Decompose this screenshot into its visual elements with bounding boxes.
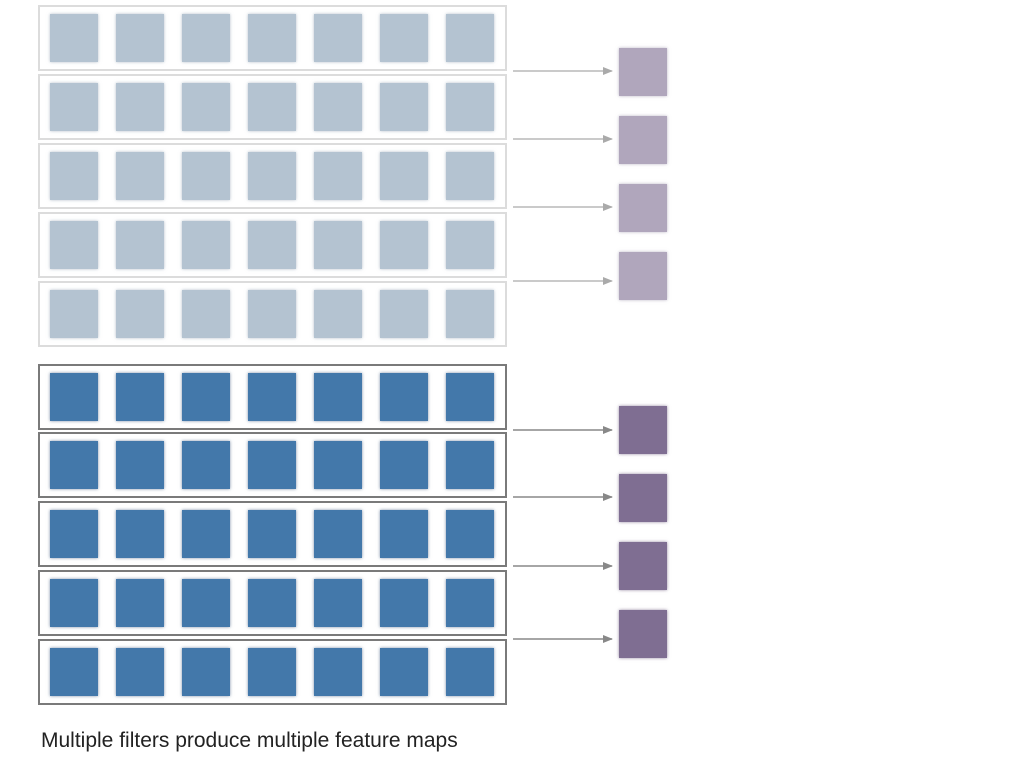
active-input-cell — [182, 373, 230, 421]
faded-feature-map — [619, 116, 667, 164]
active-input-cell — [248, 441, 296, 489]
faded-input-cell — [314, 221, 362, 269]
active-input-cell — [248, 510, 296, 558]
faded-input-cell — [248, 290, 296, 338]
active-feature-map — [619, 610, 667, 658]
faded-input-cell — [248, 14, 296, 62]
active-input-cell — [380, 441, 428, 489]
active-input-cell — [248, 579, 296, 627]
active-input-cell — [446, 373, 494, 421]
faded-input-cell — [380, 221, 428, 269]
active-input-cell — [182, 648, 230, 696]
faded-input-cell — [182, 221, 230, 269]
active-input-cell — [314, 579, 362, 627]
active-input-cell — [380, 373, 428, 421]
faded-input-cell — [182, 14, 230, 62]
faded-input-cell — [248, 152, 296, 200]
faded-input-row — [38, 74, 507, 140]
active-input-cell — [182, 441, 230, 489]
active-input-cell — [50, 648, 98, 696]
faded-input-cell — [116, 14, 164, 62]
active-input-cell — [314, 648, 362, 696]
faded-input-cell — [50, 14, 98, 62]
faded-input-cell — [446, 83, 494, 131]
faded-input-cell — [182, 83, 230, 131]
active-input-cell — [248, 648, 296, 696]
faded-input-cell — [380, 152, 428, 200]
faded-input-cell — [116, 152, 164, 200]
faded-input-cell — [116, 221, 164, 269]
active-input-row — [38, 501, 507, 567]
faded-input-cell — [50, 152, 98, 200]
faded-input-cell — [50, 221, 98, 269]
active-input-cell — [50, 579, 98, 627]
active-input-cell — [50, 373, 98, 421]
active-input-cell — [116, 441, 164, 489]
faded-input-cell — [182, 152, 230, 200]
active-input-cell — [116, 373, 164, 421]
faded-input-cell — [116, 83, 164, 131]
active-input-row — [38, 432, 507, 498]
active-feature-map — [619, 406, 667, 454]
active-input-cell — [380, 579, 428, 627]
faded-input-cell — [50, 83, 98, 131]
active-input-cell — [248, 373, 296, 421]
faded-input-cell — [380, 14, 428, 62]
active-input-row — [38, 570, 507, 636]
faded-feature-map — [619, 48, 667, 96]
faded-input-cell — [314, 83, 362, 131]
faded-input-cell — [314, 152, 362, 200]
faded-input-cell — [380, 83, 428, 131]
faded-input-cell — [314, 290, 362, 338]
active-feature-map — [619, 474, 667, 522]
faded-input-cell — [182, 290, 230, 338]
active-input-cell — [314, 510, 362, 558]
active-input-cell — [446, 579, 494, 627]
active-input-cell — [446, 648, 494, 696]
active-input-cell — [446, 441, 494, 489]
active-input-row — [38, 639, 507, 705]
active-input-cell — [446, 510, 494, 558]
caption: Multiple filters produce multiple featur… — [41, 729, 458, 752]
active-input-cell — [380, 648, 428, 696]
active-input-cell — [182, 579, 230, 627]
faded-input-row — [38, 5, 507, 71]
active-input-cell — [116, 510, 164, 558]
faded-input-cell — [50, 290, 98, 338]
active-input-cell — [116, 648, 164, 696]
faded-input-cell — [248, 221, 296, 269]
faded-input-row — [38, 212, 507, 278]
faded-feature-map — [619, 184, 667, 232]
faded-input-cell — [446, 14, 494, 62]
faded-input-cell — [446, 290, 494, 338]
faded-input-cell — [116, 290, 164, 338]
active-input-cell — [314, 441, 362, 489]
active-input-cell — [380, 510, 428, 558]
active-input-cell — [182, 510, 230, 558]
faded-input-cell — [314, 14, 362, 62]
active-input-cell — [116, 579, 164, 627]
faded-input-row — [38, 281, 507, 347]
faded-input-cell — [446, 221, 494, 269]
faded-feature-map — [619, 252, 667, 300]
faded-input-cell — [446, 152, 494, 200]
active-feature-map — [619, 542, 667, 590]
active-input-row — [38, 364, 507, 430]
faded-input-cell — [248, 83, 296, 131]
faded-input-row — [38, 143, 507, 209]
active-input-cell — [50, 510, 98, 558]
active-input-cell — [50, 441, 98, 489]
faded-input-cell — [380, 290, 428, 338]
active-input-cell — [314, 373, 362, 421]
